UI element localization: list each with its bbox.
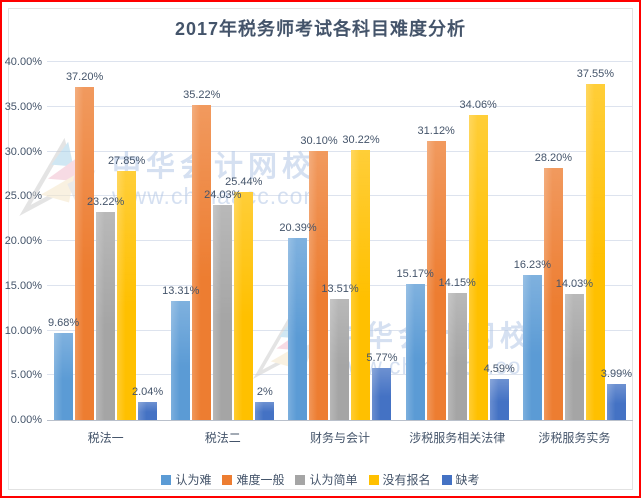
bar-data-label: 24.03% (204, 188, 242, 201)
bar-没有报名-财务与会计 (351, 149, 371, 420)
gridline (47, 150, 633, 152)
x-axis-category-label: 财务与会计 (310, 431, 371, 445)
y-axis-tick-label: 30.00% (4, 145, 42, 158)
bar-data-label: 37.20% (65, 71, 104, 84)
y-axis-tick-label: 40.00% (4, 56, 42, 68)
gridline (47, 105, 633, 107)
legend-label: 难度一般 (236, 473, 285, 487)
legend-swatch-icon (222, 474, 233, 485)
bar-data-label: 27.85% (107, 154, 146, 167)
legend-label: 认为难 (175, 473, 212, 487)
bar-认为简单-税法一 (96, 212, 116, 420)
x-axis-category-label: 税法二 (204, 431, 241, 445)
legend-swatch-icon (368, 474, 379, 485)
legend-item: 认为难 (161, 471, 211, 488)
x-axis-category-label: 涉税服务实务 (538, 431, 611, 445)
bar-缺考-涉税服务相关法律 (489, 378, 509, 420)
bar-data-label: 37.55% (576, 67, 615, 80)
bar-data-label: 28.20% (534, 151, 573, 164)
bar-缺考-税法一 (138, 401, 158, 420)
bar-缺考-涉税服务实务 (606, 384, 626, 420)
bar-data-label: 16.23% (513, 258, 552, 271)
bar-group: 15.17% 31.12% 14.15% 34.06% 4.59% (396, 62, 516, 420)
bar-难度一般-涉税服务相关法律 (426, 141, 446, 420)
bar-没有报名-涉税服务相关法律 (468, 115, 488, 420)
bar-缺考-税法二 (255, 402, 275, 420)
plot-area: 9.68% 37.20% 23.22% 27.85% 2.04% 13.31% 35.22%… (47, 61, 633, 421)
y-axis-tick-label: 25.00% (4, 190, 42, 203)
y-axis-tick-label: 35.00% (4, 100, 42, 113)
bar-认为简单-税法二 (213, 204, 233, 420)
legend-item: 没有报名 (368, 471, 431, 488)
bar-认为难-财务与会计 (288, 237, 308, 420)
legend: 认为难 难度一般 认为简单 没有报名 缺考 (2, 471, 639, 488)
bar-group: 9.68% 37.20% 23.22% 27.85% 2.04% (47, 62, 164, 420)
bar-认为难-涉税服务相关法律 (405, 284, 425, 420)
x-axis-category-label: 税法一 (87, 431, 124, 445)
bar-难度一般-涉税服务实务 (543, 167, 563, 420)
chart-title: 2017年税务师考试各科目难度分析 (174, 19, 467, 39)
bar-data-label: 35.22% (183, 88, 221, 101)
bar-data-label: 14.03% (555, 278, 594, 291)
legend-swatch-icon (161, 474, 172, 485)
bar-data-label: 9.68% (47, 317, 80, 330)
bar-data-label: 13.51% (321, 283, 359, 296)
gridline (47, 195, 633, 197)
x-axis-category-labels: 税法一 税法二 财务与会计 涉税服务相关法律 涉税服务实务 (47, 429, 633, 446)
bar-data-label: 4.59% (483, 362, 515, 375)
bar-认为简单-涉税服务相关法律 (447, 293, 467, 420)
bar-data-label: 23.22% (86, 196, 125, 209)
y-axis-tick-label: 10.00% (4, 324, 42, 337)
bar-没有报名-税法一 (117, 170, 137, 420)
legend-swatch-icon (295, 474, 306, 485)
bar-data-label: 3.99% (600, 368, 632, 381)
bar-data-label: 2.04% (131, 385, 164, 398)
legend-label: 认为简单 (309, 473, 358, 487)
bar-data-label: 20.39% (279, 221, 317, 234)
x-axis-line (47, 420, 633, 421)
y-axis-tick-label: 20.00% (4, 235, 42, 247)
x-axis-category-label: 涉税服务相关法律 (409, 431, 506, 445)
bar-data-label: 25.44% (225, 176, 263, 189)
gridline (47, 284, 633, 286)
gridline (47, 61, 633, 62)
y-axis-tick-label: 15.00% (4, 279, 42, 292)
legend-item: 缺考 (441, 471, 480, 488)
bar-难度一般-税法一 (75, 87, 95, 420)
bar-group: 13.31% 35.22% 24.03% 25.44% 2% (162, 62, 281, 420)
bar-data-label: 30.10% (300, 134, 338, 147)
bar-data-label: 15.17% (396, 268, 434, 281)
bar-data-label: 34.06% (459, 99, 497, 112)
legend-label: 缺考 (455, 473, 480, 487)
bar-难度一般-税法二 (192, 104, 212, 420)
bar-group: 20.39% 30.10% 13.51% 30.22% 5.77% (279, 62, 398, 420)
bar-data-label: 5.77% (366, 352, 398, 365)
bar-data-label: 2% (256, 386, 273, 399)
bar-认为简单-财务与会计 (330, 299, 350, 420)
bar-data-label: 14.15% (438, 277, 476, 290)
bar-认为难-税法一 (54, 333, 74, 420)
bar-缺考-财务与会计 (372, 368, 392, 420)
bar-data-label: 13.31% (162, 284, 200, 297)
bar-认为难-涉税服务实务 (522, 274, 542, 420)
legend-item: 认为简单 (295, 471, 358, 488)
bar-data-label: 31.12% (417, 125, 455, 138)
legend-swatch-icon (441, 474, 452, 485)
legend-label: 没有报名 (382, 473, 431, 487)
y-axis-tick-label: 0.00% (10, 414, 42, 426)
bar-group: 16.23% 28.20% 14.03% 37.55% 3.99% (513, 62, 633, 420)
y-axis-tick-label: 5.00% (10, 369, 42, 382)
bar-data-label: 30.22% (342, 133, 380, 146)
bar-没有报名-税法二 (234, 192, 254, 420)
bar-认为简单-涉税服务实务 (564, 294, 584, 420)
bar-没有报名-涉税服务实务 (585, 83, 605, 420)
legend-item: 难度一般 (222, 471, 284, 488)
gridline (47, 240, 633, 241)
bar-认为难-税法二 (171, 300, 191, 420)
